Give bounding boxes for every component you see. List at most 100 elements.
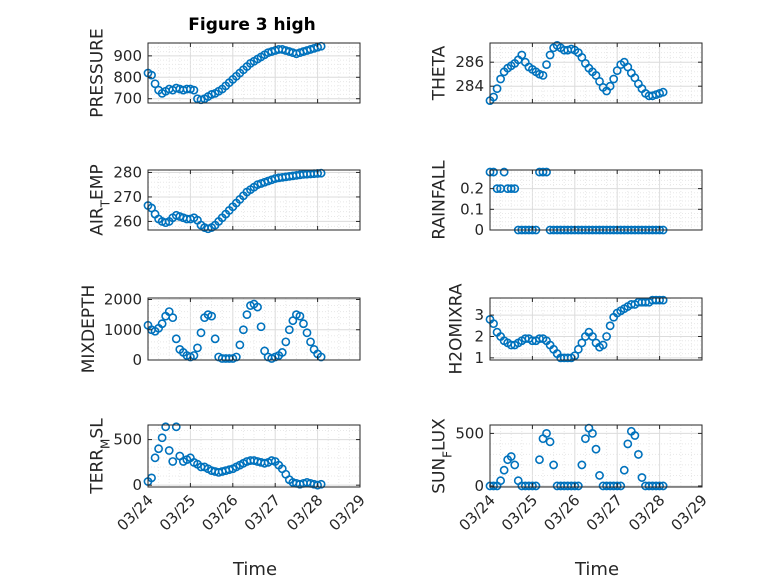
y-tick-label: 0 [474, 221, 484, 239]
data-point [573, 344, 583, 354]
axes-box [489, 42, 703, 104]
data-point [535, 455, 544, 465]
data-point [313, 480, 322, 490]
data-point [605, 321, 615, 331]
data-point [295, 311, 305, 321]
axes-box [147, 42, 361, 104]
data-point [224, 465, 234, 475]
data-point [164, 446, 174, 455]
x-tick-label: 03/24 [456, 491, 499, 534]
data-point [171, 334, 181, 344]
data-point [171, 422, 181, 432]
data-point [609, 74, 619, 84]
y-tick-label: 700 [113, 90, 142, 108]
x-axis-label: Time [232, 559, 277, 580]
y-tick-label: 284 [455, 77, 484, 95]
x-axis-label: Time [574, 559, 619, 580]
data-point [302, 328, 312, 338]
subplot-theta: 284 286 THETA [430, 41, 703, 105]
data-point [154, 444, 163, 454]
data-point [238, 325, 248, 335]
data-point [577, 460, 587, 470]
y-tick-label: 900 [113, 47, 142, 65]
data-point [595, 471, 604, 480]
y-tick-label: 0 [132, 476, 142, 494]
mixdepth-ylabel: MIXDEPTH [79, 285, 99, 374]
data-point [542, 167, 551, 177]
x-tick-label: 03/28 [283, 491, 326, 534]
subplot-pressure: 700 800 900 PRESSURE [88, 28, 361, 118]
y-tick-label: 0 [132, 351, 142, 369]
data-point [168, 313, 178, 323]
x-tick-label: 03/29 [326, 491, 369, 534]
data-point [150, 79, 160, 89]
data-point [506, 452, 516, 461]
data-point [581, 434, 590, 444]
y-tick-label: 0.2 [460, 180, 484, 198]
data-point [189, 85, 199, 95]
y-tick-label: 260 [113, 212, 142, 230]
subplot-mixdepth: 0 1000 2000 MIXDEPTH [79, 285, 361, 374]
data-point [281, 337, 291, 347]
data-point [492, 84, 502, 93]
data-point [542, 429, 551, 438]
h2omixra-ylabel: H2OMIXRA [447, 283, 467, 374]
y-tick-label: 500 [113, 431, 142, 449]
data-point [193, 343, 202, 353]
data-point [538, 167, 548, 177]
data-point [150, 453, 160, 463]
y-tick-label: 500 [455, 424, 484, 442]
terr-msl-ylabel: TERRMSL [88, 418, 113, 495]
data-point [196, 328, 206, 338]
data-point [577, 338, 587, 348]
series-sun-flux [485, 423, 668, 491]
figure-title: Figure 3 high [188, 15, 316, 35]
subplot-sun-flux: 0 500 03/24 03/25 03/26 03/27 03/28 03/29 SUNFLU… [430, 418, 711, 580]
data-point [253, 302, 262, 312]
subplot-rainfall: 0 0.1 0.2 RAINFALL [430, 160, 703, 240]
y-tick-label: 280 [113, 163, 142, 181]
data-point [277, 348, 287, 357]
data-point [528, 481, 537, 491]
sun-flux-ylabel: SUNFLUX [430, 418, 455, 494]
y-tick-label: 1 [474, 349, 484, 367]
axes-box [147, 424, 361, 488]
y-tick-label: 0 [474, 477, 484, 495]
y-tick-label: 3 [474, 306, 484, 324]
series-terr-msl [143, 422, 326, 490]
x-tick-label: 03/27 [583, 491, 626, 534]
rainfall-ylabel: RAINFALL [430, 160, 450, 240]
x-tick-label: 03/26 [540, 491, 583, 534]
data-point [499, 167, 509, 177]
series-pressure [143, 41, 326, 105]
data-point [256, 322, 266, 332]
data-point [260, 458, 269, 468]
data-point [655, 295, 664, 305]
data-point [161, 422, 171, 432]
data-point [242, 310, 252, 320]
data-point [634, 450, 643, 459]
series-theta [485, 41, 668, 105]
data-point [157, 433, 167, 443]
data-point [506, 184, 516, 194]
subplot-terr-msl: 0 500 03/24 03/25 03/26 03/27 03/28 03/29 TERRMS… [88, 418, 369, 580]
data-point [517, 50, 527, 60]
y-tick-label: 0.1 [460, 200, 484, 218]
data-point [570, 481, 580, 491]
data-point [210, 334, 220, 344]
data-point [619, 465, 629, 475]
data-point [235, 340, 245, 350]
y-tick-label: 1000 [104, 321, 142, 339]
x-tick-label: 03/29 [668, 491, 711, 534]
x-tick-label: 03/25 [498, 491, 541, 534]
axes-box [489, 297, 703, 361]
data-point [510, 184, 520, 194]
data-point [545, 437, 555, 447]
data-point [612, 481, 622, 491]
y-tick-label: 2 [474, 327, 484, 345]
subplot-grid: 700 800 900 PRESSURE 284 286 THETA 260 270 280AIR… [79, 28, 711, 580]
data-point [284, 325, 294, 335]
series-mixdepth [143, 299, 326, 363]
data-point [496, 74, 505, 84]
data-point [499, 465, 509, 475]
